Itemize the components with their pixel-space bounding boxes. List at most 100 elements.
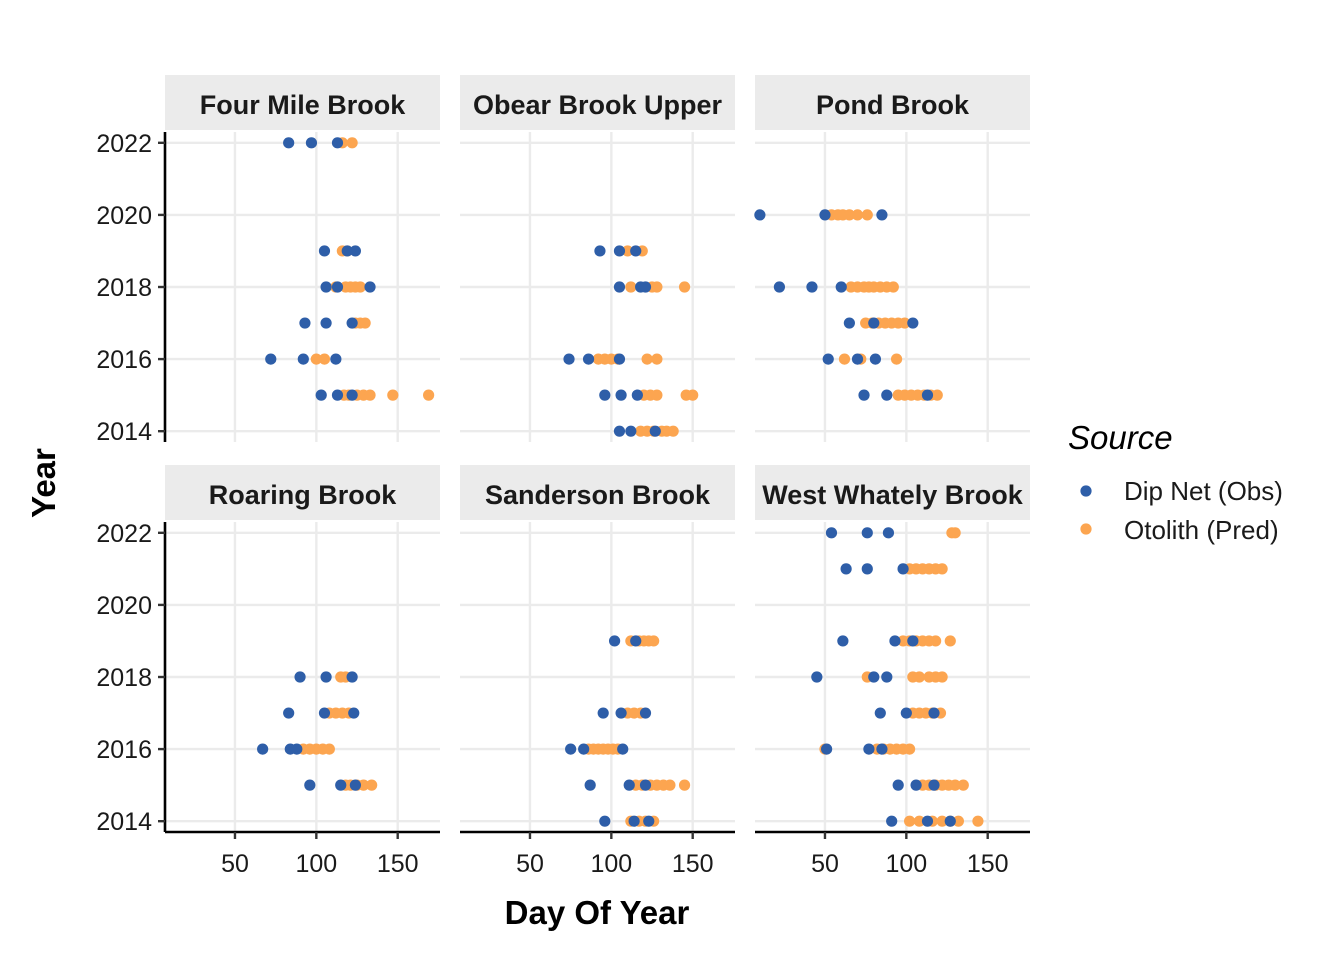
point-otolith [678, 281, 691, 293]
point-dip-net [304, 779, 316, 791]
point-dip-net [819, 209, 831, 221]
point-dip-net [630, 635, 642, 647]
point-otolith [936, 815, 948, 827]
point-dip-net [882, 527, 895, 539]
panel-four-mile-brook: Four Mile Brook [165, 75, 440, 442]
point-otolith [678, 779, 691, 791]
point-dip-net [835, 281, 847, 293]
x-tick-label: 100 [295, 850, 337, 878]
point-dip-net [294, 671, 306, 683]
point-otolith [936, 671, 948, 683]
x-tick-label: 150 [672, 850, 714, 878]
strip-label-roaring-brook: Roaring Brook [209, 480, 397, 510]
point-otolith [931, 389, 943, 401]
point-dip-net [331, 137, 344, 149]
point-dip-net [346, 671, 358, 683]
point-dip-net [861, 527, 873, 539]
point-otolith [357, 779, 370, 791]
point-otolith [622, 245, 634, 257]
panel-obear-brook-upper: Obear Brook Upper [460, 75, 735, 442]
strip-label-sanderson-brook: Sanderson Brook [485, 480, 711, 510]
legend-title: Source [1068, 419, 1173, 456]
point-dip-net [886, 815, 898, 827]
strip-roaring-brook [165, 465, 440, 520]
point-otolith [641, 353, 653, 365]
point-dip-net [582, 353, 595, 365]
point-otolith [323, 743, 335, 755]
point-dip-net [608, 635, 621, 647]
point-otolith [861, 209, 873, 221]
strip-label-west-whately-brook: West Whately Brook [762, 480, 1024, 510]
y-tick-label: 2018 [96, 274, 152, 302]
point-dip-net [868, 671, 880, 683]
point-otolith [318, 353, 331, 365]
strip-four-mile-brook [165, 75, 440, 130]
strip-obear-brook-upper [460, 75, 735, 130]
legend-key-otolith [1080, 523, 1092, 535]
x-tick-label: 50 [811, 850, 839, 878]
legend-label-dip-net: Dip Net (Obs) [1124, 476, 1283, 506]
point-dip-net [921, 815, 934, 827]
legend-key-dip-net [1080, 485, 1092, 497]
point-dip-net [639, 779, 652, 791]
y-tick-label: 2020 [96, 592, 152, 620]
strip-sanderson-brook [460, 465, 735, 520]
point-dip-net [597, 707, 609, 719]
x-tick-label: 100 [885, 850, 927, 878]
point-dip-net [563, 353, 575, 365]
point-otolith [843, 209, 855, 221]
point-dip-net [643, 815, 655, 827]
point-dip-net [820, 743, 833, 755]
point-dip-net [889, 635, 901, 647]
point-dip-net [364, 281, 376, 293]
point-otolith [913, 815, 925, 827]
point-dip-net [623, 779, 635, 791]
point-dip-net [874, 707, 886, 719]
point-dip-net [320, 317, 332, 329]
point-dip-net [283, 707, 295, 719]
point-dip-net [921, 389, 934, 401]
panel-roaring-brook: Roaring Brook [165, 465, 440, 832]
y-tick-label: 2014 [96, 418, 152, 446]
strip-label-four-mile-brook: Four Mile Brook [200, 90, 406, 120]
point-otolith [667, 425, 679, 437]
point-otolith [346, 137, 358, 149]
point-dip-net [257, 743, 269, 755]
point-dip-net [869, 353, 882, 365]
point-otolith [952, 815, 965, 827]
point-otolith [651, 353, 663, 365]
x-tick-label: 100 [590, 850, 632, 878]
point-dip-net [599, 815, 611, 827]
point-otolith [957, 779, 969, 791]
point-otolith [936, 563, 948, 575]
point-dip-net [907, 635, 919, 647]
point-otolith [949, 527, 961, 539]
point-dip-net [631, 389, 643, 401]
point-dip-net [881, 389, 893, 401]
panels-layer: Four Mile Brook Obear Brook Upper Pond Bro… [165, 75, 1030, 832]
point-otolith [651, 389, 663, 401]
point-dip-net [613, 281, 626, 293]
y-tick-label: 2020 [96, 202, 152, 230]
point-dip-net [599, 389, 611, 401]
point-dip-net [928, 779, 940, 791]
panel-west-whately-brook: West Whately Brook [755, 465, 1030, 832]
x-axis-title: Day Of Year [505, 894, 690, 931]
point-dip-net [892, 779, 904, 791]
point-dip-net [628, 815, 640, 827]
y-tick-label: 2014 [96, 808, 152, 836]
y-tick-label: 2018 [96, 664, 152, 692]
point-dip-net [299, 317, 311, 329]
strip-west-whately-brook [755, 465, 1030, 520]
point-otolith [899, 317, 911, 329]
point-dip-net [907, 317, 919, 329]
point-dip-net [615, 707, 627, 719]
point-dip-net [754, 209, 766, 221]
point-dip-net [630, 245, 642, 257]
point-dip-net [868, 317, 880, 329]
point-dip-net [283, 137, 295, 149]
point-dip-net [565, 743, 577, 755]
point-dip-net [625, 425, 637, 437]
point-dip-net [840, 563, 852, 575]
